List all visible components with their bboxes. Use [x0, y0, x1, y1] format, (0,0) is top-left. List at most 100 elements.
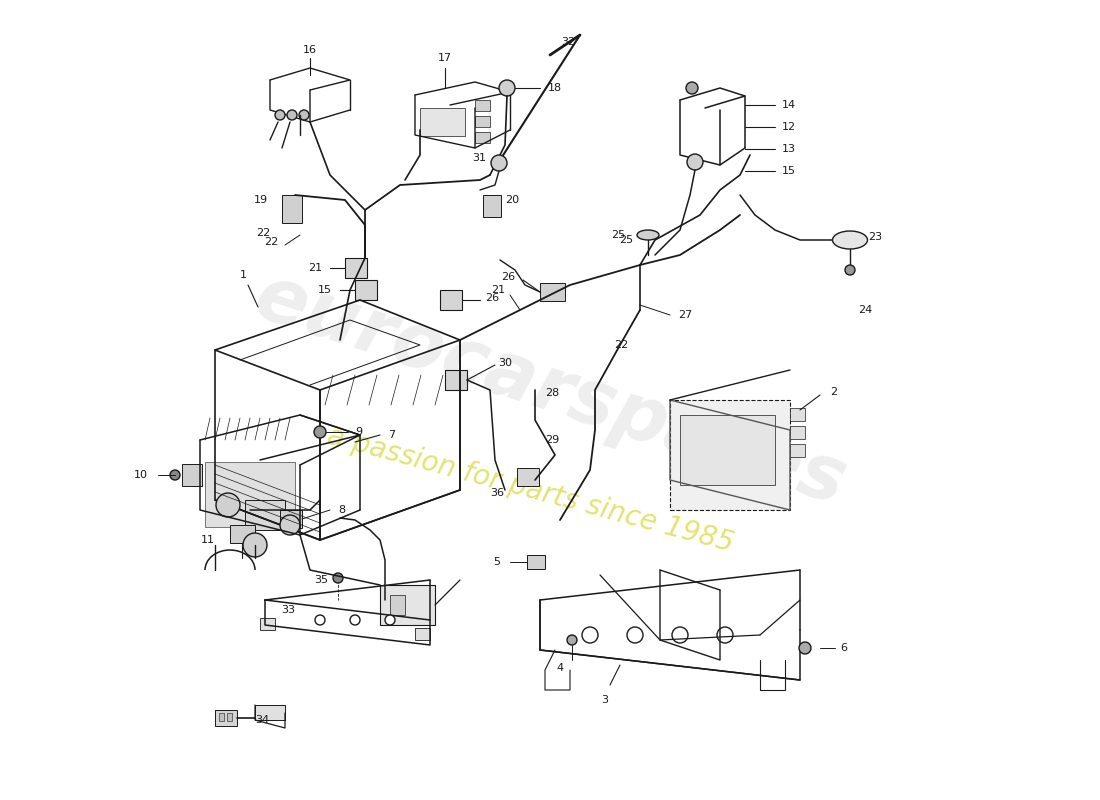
Text: 9: 9 — [355, 427, 362, 437]
Bar — [260, 618, 275, 630]
Bar — [440, 290, 462, 310]
Bar — [475, 116, 490, 127]
Bar — [280, 510, 302, 528]
Text: 20: 20 — [505, 195, 519, 205]
Circle shape — [350, 615, 360, 625]
Text: 33: 33 — [280, 605, 295, 615]
Circle shape — [717, 627, 733, 643]
Bar — [446, 370, 468, 390]
Bar — [475, 100, 490, 111]
Text: 7: 7 — [388, 430, 395, 440]
Text: 36: 36 — [490, 488, 504, 498]
Bar — [230, 525, 255, 543]
Bar — [540, 283, 565, 301]
Circle shape — [243, 533, 267, 557]
Text: 13: 13 — [782, 144, 796, 154]
Bar — [670, 400, 790, 510]
Circle shape — [315, 615, 324, 625]
Text: 16: 16 — [302, 45, 317, 55]
Bar — [245, 500, 285, 530]
Bar — [390, 595, 405, 615]
Text: 30: 30 — [498, 358, 512, 368]
Circle shape — [499, 80, 515, 96]
Circle shape — [686, 82, 698, 94]
Bar — [379, 585, 434, 625]
Bar — [227, 713, 232, 721]
Text: 31: 31 — [472, 153, 486, 163]
Bar — [527, 555, 544, 569]
Circle shape — [170, 470, 180, 480]
Text: 26: 26 — [500, 272, 515, 282]
Text: 21: 21 — [308, 263, 322, 273]
Bar — [420, 108, 465, 136]
Bar — [219, 713, 224, 721]
Bar — [790, 444, 805, 457]
Text: 22: 22 — [264, 237, 278, 247]
Text: 12: 12 — [782, 122, 796, 132]
Text: 1: 1 — [240, 270, 246, 280]
Text: 18: 18 — [548, 83, 562, 93]
Text: 28: 28 — [544, 388, 559, 398]
Bar — [483, 195, 500, 217]
Text: 4: 4 — [557, 663, 563, 673]
Circle shape — [688, 154, 703, 170]
Text: 25: 25 — [619, 235, 632, 245]
Text: 14: 14 — [782, 100, 796, 110]
Bar — [282, 195, 303, 223]
Bar — [355, 280, 377, 300]
Text: 35: 35 — [314, 575, 328, 585]
Circle shape — [299, 110, 309, 120]
Bar — [182, 464, 202, 486]
Bar — [475, 132, 490, 143]
Bar — [255, 705, 285, 720]
Circle shape — [385, 615, 395, 625]
Text: eurocarspares: eurocarspares — [245, 259, 855, 521]
Text: a passion for parts since 1985: a passion for parts since 1985 — [323, 422, 736, 558]
Text: 22: 22 — [255, 228, 270, 238]
Text: 21: 21 — [491, 285, 505, 295]
Text: 15: 15 — [782, 166, 796, 176]
Bar — [205, 462, 295, 527]
Text: 27: 27 — [678, 310, 692, 320]
Bar — [214, 710, 236, 726]
Text: 32: 32 — [561, 37, 575, 47]
Circle shape — [582, 627, 598, 643]
Text: 22: 22 — [614, 340, 628, 350]
Text: 2: 2 — [830, 387, 837, 397]
Text: 24: 24 — [858, 305, 872, 315]
Circle shape — [275, 110, 285, 120]
Text: 19: 19 — [254, 195, 268, 205]
Text: 10: 10 — [134, 470, 148, 480]
Circle shape — [566, 635, 578, 645]
Text: 23: 23 — [868, 232, 882, 242]
Ellipse shape — [833, 231, 868, 249]
Circle shape — [799, 642, 811, 654]
Text: 17: 17 — [438, 53, 452, 63]
Ellipse shape — [637, 230, 659, 240]
Text: 34: 34 — [255, 715, 270, 725]
Text: 8: 8 — [338, 505, 345, 515]
Bar — [680, 415, 775, 485]
Circle shape — [845, 265, 855, 275]
Text: 3: 3 — [602, 695, 608, 705]
Bar — [790, 426, 805, 439]
Circle shape — [627, 627, 644, 643]
Text: 6: 6 — [840, 643, 847, 653]
Text: 11: 11 — [201, 535, 214, 545]
Circle shape — [216, 493, 240, 517]
Text: 29: 29 — [544, 435, 559, 445]
Circle shape — [491, 155, 507, 171]
Circle shape — [314, 426, 326, 438]
Circle shape — [287, 110, 297, 120]
Bar — [790, 408, 805, 421]
Text: 26: 26 — [485, 293, 499, 303]
Circle shape — [280, 515, 300, 535]
Circle shape — [333, 573, 343, 583]
Text: 15: 15 — [318, 285, 332, 295]
Text: 25: 25 — [610, 230, 625, 240]
Bar — [517, 468, 539, 486]
Bar — [415, 628, 430, 640]
Text: 5: 5 — [493, 557, 500, 567]
Circle shape — [672, 627, 688, 643]
Bar — [345, 258, 367, 278]
